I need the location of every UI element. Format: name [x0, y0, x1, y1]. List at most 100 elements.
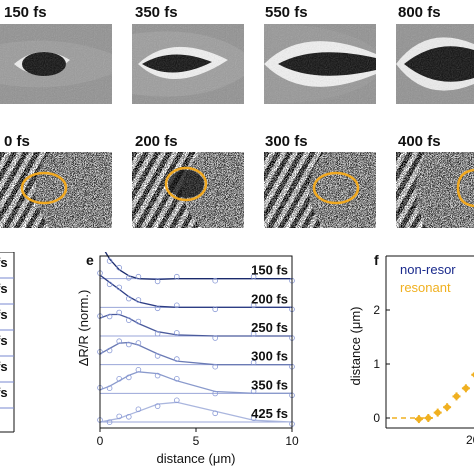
- data-point: [106, 347, 113, 354]
- data-point: [453, 393, 460, 400]
- tile-label-mid-2: 200 fs: [135, 133, 178, 150]
- data-point: [212, 335, 219, 341]
- image-tile-mid-2: [132, 152, 244, 228]
- series-label: 350 fs: [251, 377, 288, 392]
- data-point: [250, 273, 257, 280]
- data-point: [212, 390, 219, 397]
- data-point: [174, 302, 180, 309]
- data-point: [106, 313, 113, 320]
- data-point: [126, 341, 132, 348]
- data-point: [116, 376, 122, 382]
- y-axis-label: ΔR/R (norm.): [76, 290, 91, 367]
- panel-f-chart: 0 1 2 distance (μm) 20 non-resor resonant: [348, 255, 474, 447]
- tile-label-mid-4: 400 fs: [398, 133, 441, 150]
- x-tick-label: 10: [285, 434, 299, 448]
- series-line: [104, 252, 292, 281]
- data-point: [135, 340, 142, 346]
- data-point: [250, 388, 257, 395]
- panel-d-label: fs: [0, 333, 8, 348]
- image-tile-mid-3: [264, 152, 376, 228]
- series-line: [99, 274, 292, 308]
- data-point: [126, 374, 132, 381]
- data-point: [174, 397, 180, 404]
- data-point: [415, 416, 422, 423]
- image-tile-top-3: [264, 24, 376, 104]
- data-point: [135, 406, 142, 413]
- legend-resonant: resonant: [400, 280, 451, 295]
- y-tick-label: 2: [373, 303, 380, 317]
- middle-row-images: [0, 152, 474, 228]
- data-point: [434, 409, 441, 416]
- data-point: [116, 309, 122, 316]
- data-point: [116, 338, 122, 344]
- image-tile-top-1: [0, 24, 112, 104]
- x-axis-label: distance (μm): [156, 451, 235, 466]
- data-point: [126, 414, 132, 420]
- data-point: [106, 281, 113, 288]
- top-row-images: [0, 24, 474, 104]
- data-point: [154, 403, 161, 409]
- tile-label-mid-1: 0 fs: [4, 133, 30, 150]
- data-point: [212, 277, 219, 284]
- data-point: [212, 363, 219, 370]
- image-tile-top-2: [132, 24, 244, 104]
- data-point: [212, 410, 219, 417]
- data-point: [135, 297, 142, 303]
- data-point: [174, 273, 180, 280]
- roi-ellipse: [164, 166, 208, 202]
- series-line: [99, 313, 292, 337]
- legend-nonresonant: non-resor: [400, 262, 456, 277]
- panel-e-letter: e: [86, 252, 94, 268]
- series-line: [99, 371, 292, 394]
- roi-ellipse: [20, 171, 68, 205]
- y-axis-label: distance (μm): [348, 306, 363, 385]
- series-label: 200 fs: [251, 291, 288, 306]
- series-label: 250 fs: [251, 320, 288, 335]
- data-point: [174, 356, 180, 362]
- y-tick-label: 1: [373, 357, 380, 371]
- tile-label-top-4: 800 fs: [398, 4, 441, 21]
- data-point: [116, 284, 122, 291]
- data-point: [250, 302, 257, 309]
- data-point: [462, 385, 469, 392]
- series-label: 150 fs: [251, 263, 288, 278]
- data-point: [154, 278, 161, 285]
- roi-ellipse: [456, 168, 474, 208]
- tile-label-top-2: 350 fs: [135, 4, 178, 21]
- x-tick-label: 0: [97, 434, 104, 448]
- data-point: [135, 318, 142, 325]
- series-line: [99, 341, 292, 366]
- panel-f-letter: f: [374, 252, 379, 268]
- data-point: [425, 415, 432, 421]
- panel-d: [0, 252, 15, 433]
- data-point: [250, 415, 257, 422]
- panel-d-label: fs: [0, 385, 8, 400]
- tile-label-top-1: 150 fs: [4, 4, 47, 21]
- panel-d-label: fs: [0, 307, 8, 322]
- data-point: [106, 258, 113, 264]
- data-point: [135, 367, 142, 373]
- series-line: [99, 401, 293, 423]
- image-tile-mid-1: [0, 152, 112, 228]
- data-point: [126, 295, 132, 302]
- panel-d-label: fs: [0, 255, 8, 270]
- data-point: [126, 274, 132, 281]
- data-point: [174, 376, 180, 382]
- data-point: [135, 273, 142, 280]
- data-point: [116, 413, 122, 420]
- data-point: [250, 359, 257, 366]
- data-point: [154, 305, 161, 312]
- data-point: [154, 330, 161, 337]
- roi-ellipse: [312, 171, 360, 205]
- data-point: [174, 330, 180, 336]
- series-label: 300 fs: [251, 349, 288, 364]
- data-point: [212, 306, 219, 313]
- panel-d-label: fs: [0, 281, 8, 296]
- data-point: [106, 385, 113, 392]
- data-point: [154, 372, 161, 379]
- tile-label-top-3: 550 fs: [265, 4, 308, 21]
- y-tick-label: 0: [373, 411, 380, 425]
- image-tile-mid-4: [396, 152, 474, 228]
- data-point: [250, 331, 257, 337]
- panel-d-label: fs: [0, 359, 8, 374]
